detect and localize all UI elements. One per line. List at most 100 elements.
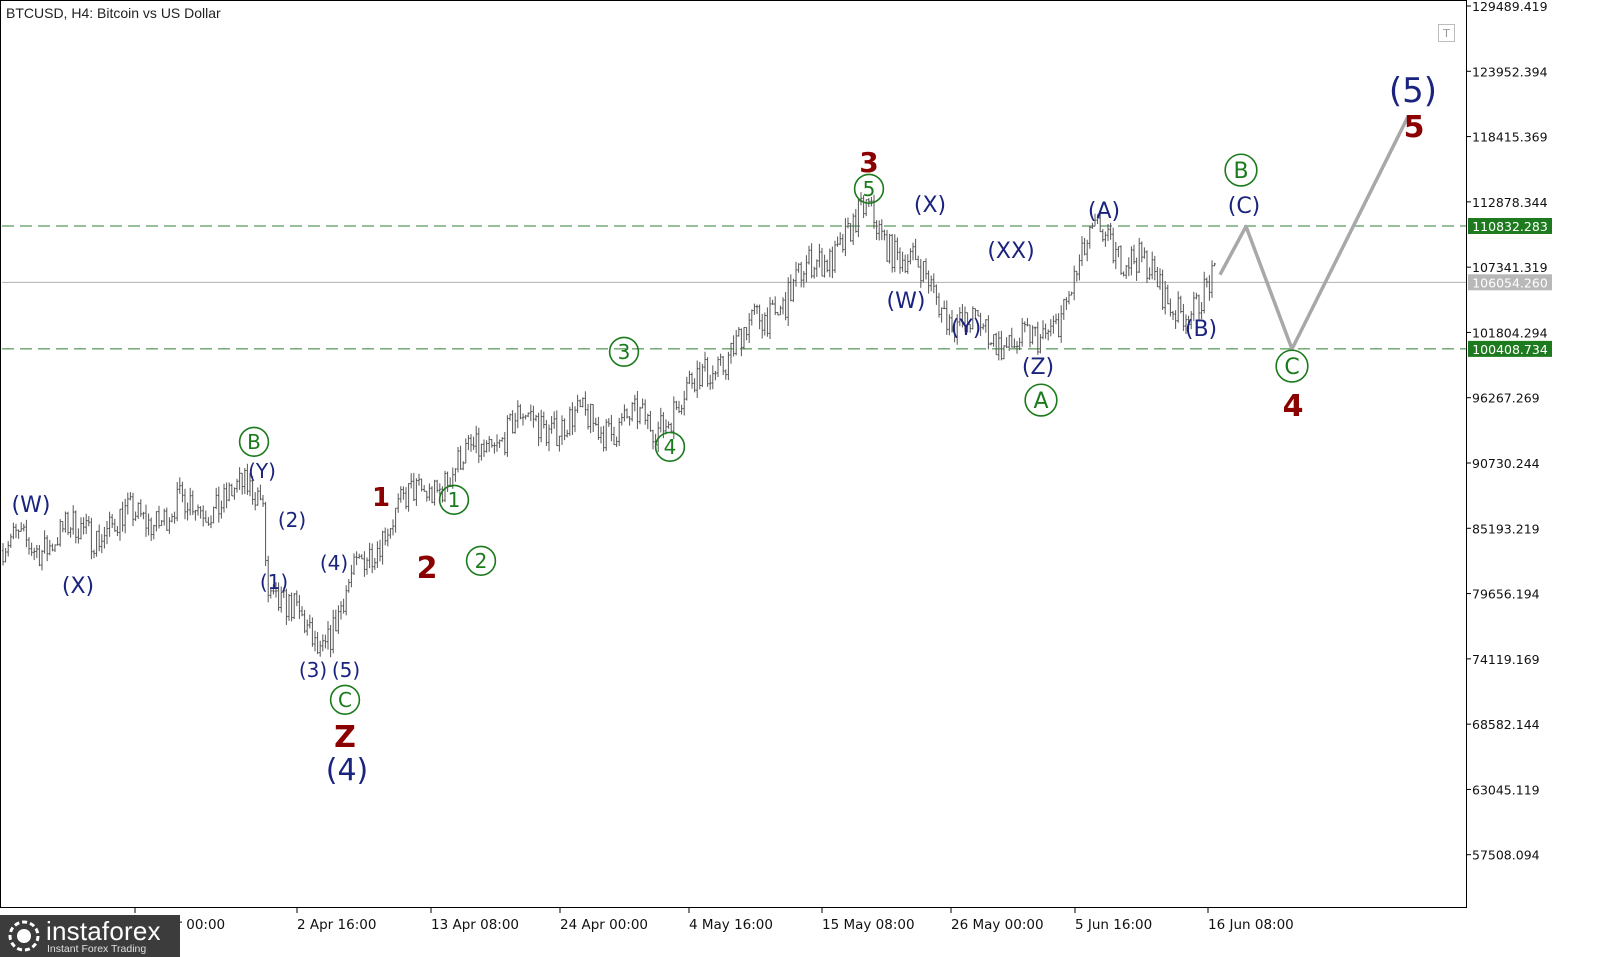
ohlc-bar [355,551,358,566]
wave-label-text: (B) [1185,317,1217,342]
ohlc-bar [1,543,5,566]
ohlc-bar [966,312,969,333]
ohlc-bar [235,478,239,493]
ohlc-bar [537,412,540,447]
wave-label-text: Z [334,720,356,755]
ohlc-bar [189,487,192,516]
y-tick-label-9: 79656.194 [1472,587,1540,602]
ohlc-bar [836,236,839,247]
ohlc-bar [987,315,990,350]
x-tick-label-7: 5 Jun 16:00 [1075,917,1152,933]
ohlc-bar [885,229,889,262]
ohlc-bar [831,246,834,279]
ohlc-bar [1130,246,1133,276]
ohlc-bar [87,516,90,527]
ohlc-bar [963,306,967,332]
ohlc-bar [35,544,38,559]
ohlc-bar [566,429,569,438]
ohlc-bar [631,402,634,422]
ohlc-bar [407,483,410,512]
ohlc-bar [215,487,218,510]
ohlc-bar [909,248,912,265]
ohlc-bar [904,254,907,273]
ohlc-bar [503,431,506,456]
ohlc-bar [698,361,701,390]
ohlc-bar [368,542,371,569]
ohlc-bar [1153,255,1156,281]
ohlc-bar [456,446,460,473]
text-tool-icon[interactable]: T [1438,24,1455,42]
ohlc-bar [1021,318,1024,347]
ohlc-bar [1125,265,1128,279]
ohlc-bar [558,435,561,452]
x-tick-label-4: 4 May 16:00 [689,917,773,933]
ohlc-bar [209,515,213,529]
ohlc-bar [849,223,852,242]
ohlc-bar [1005,337,1008,349]
wave-label-text: (Y) [951,316,982,341]
ohlc-bar [337,605,340,634]
y-tick-label-12: 63045.119 [1472,782,1540,797]
ohlc-bar [108,511,111,537]
wave-label-text: 3 [859,146,878,179]
ohlc-bar [113,518,116,532]
ohlc-bar [1132,244,1136,265]
wave-label: (1) [260,570,288,594]
ohlc-bar [1044,323,1047,339]
ohlc-bar [584,391,587,416]
ohlc-bar [761,313,764,339]
wave-labels: (W)(X)B(Y)(2)(1)(4)(3) (5)CZ(4)12123435(X… [12,71,1438,788]
ohlc-bar [1156,267,1159,288]
ohlc-bar [628,416,631,426]
ohlc-bar [1026,317,1029,327]
wave-label-text: (W) [12,493,51,518]
ohlc-bar [295,590,298,607]
ohlc-bar [553,411,556,429]
ohlc-bar [914,238,917,261]
ohlc-bar [560,415,564,445]
ohlc-bar [776,312,779,316]
ohlc-bar [490,438,493,448]
ohlc-bar [623,404,626,422]
ohlc-bar [854,208,857,233]
ohlc-bar [514,412,517,434]
y-tick-label-2: 118415.369 [1472,130,1548,145]
wave-label-text: (X) [62,574,94,599]
ohlc-bar [467,435,470,451]
ohlc-bar [144,504,148,537]
wave-label-text: (X) [914,193,946,218]
ohlc-bar [880,219,883,241]
ohlc-bar [100,534,103,554]
y-tick-label-8: 85193.219 [1472,521,1540,536]
ohlc-bar [495,434,499,452]
ohlc-bar [664,419,668,435]
ohlc-bars [1,192,1216,658]
ohlc-bar [131,492,135,527]
ohlc-bar [160,520,163,527]
ohlc-bar [893,234,896,273]
wave-label-text: C [338,688,352,712]
ohlc-bar [176,482,179,522]
wave-label: 3 [859,146,878,179]
ohlc-bar [462,461,465,471]
ohlc-bar [911,242,915,261]
ohlc-bar [1174,310,1177,329]
ohlc-bar [428,483,431,501]
ohlc-bar [927,270,930,294]
ohlc-bar [1093,213,1097,227]
ohlc-bar [334,609,337,632]
ohlc-bar [766,307,769,337]
ohlc-bar [1034,326,1037,337]
ohlc-bar [103,526,106,549]
ohlc-bar [953,323,956,343]
ohlc-bar [438,483,441,496]
ohlc-bar [441,486,444,503]
ohlc-bar [857,198,860,238]
instaforex-logo-icon [8,920,40,952]
ohlc-bar [1065,297,1068,310]
ohlc-bar [352,553,356,575]
wave-label-text: (XX) [987,239,1034,264]
ohlc-bar [750,309,753,326]
ohlc-bar [820,247,824,277]
ohlc-bar [969,323,972,333]
